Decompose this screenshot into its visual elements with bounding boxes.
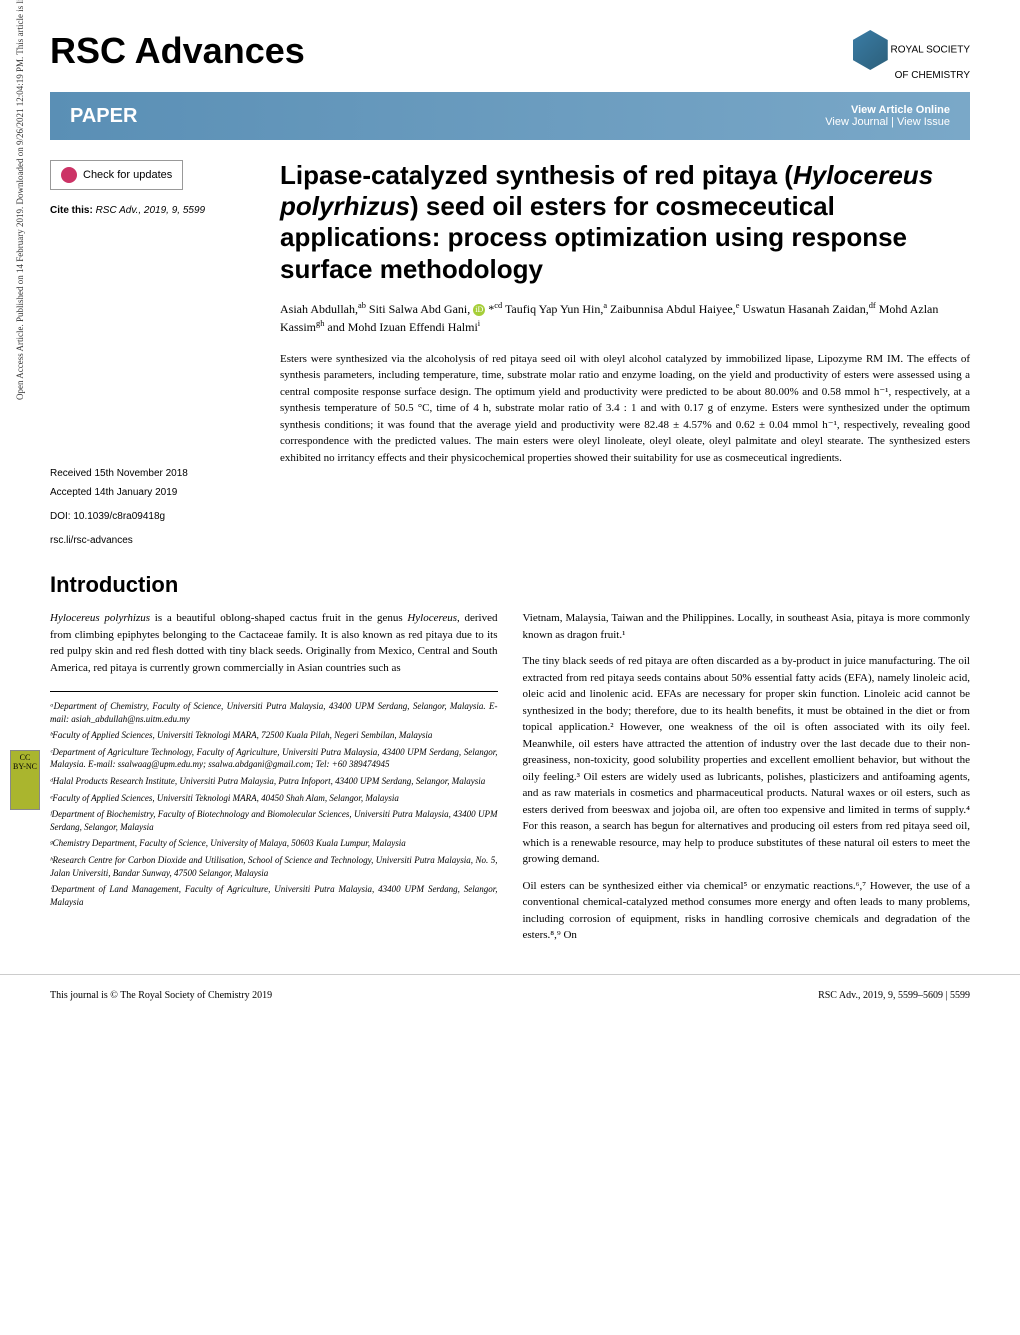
publisher-name: ROYAL SOCIETY OF CHEMISTRY [891,45,970,81]
copyright-text: This journal is © The Royal Society of C… [50,990,272,1001]
publisher-logo: ROYAL SOCIETY OF CHEMISTRY [850,30,970,80]
affiliation-c: ᶜDepartment of Agriculture Technology, F… [50,746,498,771]
affiliation-g: ᵍChemistry Department, Faculty of Scienc… [50,837,498,850]
view-links: View Article Online View Journal | View … [825,104,950,128]
affiliations-block: ᵃDepartment of Chemistry, Faculty of Sci… [50,691,498,908]
check-updates-button[interactable]: Check for updates [50,160,183,190]
affiliation-f: ᶠDepartment of Biochemistry, Faculty of … [50,808,498,833]
view-article-online-link[interactable]: View Article Online [825,104,950,116]
intro-para-4: Oil esters can be synthesized either via… [523,878,971,944]
two-column-body: Hylocereus polyrhizus is a beautiful obl… [50,610,970,944]
affiliation-a: ᵃDepartment of Chemistry, Faculty of Sci… [50,700,498,725]
license-sidebar-text: Open Access Article. Published on 14 Feb… [15,0,25,400]
introduction-section: Introduction Hylocereus polyrhizus is a … [0,572,1020,944]
page-info: RSC Adv., 2019, 9, 5599–5609 | 5599 [818,990,970,1001]
content-wrapper: Check for updates Cite this: RSC Adv., 2… [0,160,1020,552]
affiliation-d: ᵈHalal Products Research Institute, Univ… [50,775,498,788]
rsc-short-link[interactable]: rsc.li/rsc-advances [50,533,250,549]
check-updates-label: Check for updates [83,169,172,181]
article-meta: Received 15th November 2018 Accepted 14t… [50,466,250,549]
affiliation-b: ᵇFaculty of Applied Sciences, Universiti… [50,729,498,742]
affiliation-h: ʰResearch Centre for Carbon Dioxide and … [50,854,498,879]
affiliation-e: ᵉFaculty of Applied Sciences, Universiti… [50,792,498,805]
received-date: Received 15th November 2018 [50,466,250,482]
paper-type-label: PAPER [70,105,137,128]
abstract-text: Esters were synthesized via the alcoholy… [280,351,970,467]
authors-list: Asiah Abdullah,ab Siti Salwa Abd Gani, i… [280,300,970,336]
article-title: Lipase-catalyzed synthesis of red pitaya… [280,160,970,285]
cite-this: Cite this: RSC Adv., 2019, 9, 5599 [50,205,250,216]
journal-title: RSC Advances [50,30,970,72]
right-column: Lipase-catalyzed synthesis of red pitaya… [280,160,970,552]
left-column: Check for updates Cite this: RSC Adv., 2… [50,160,250,552]
header: RSC Advances ROYAL SOCIETY OF CHEMISTRY [0,0,1020,82]
cite-value: RSC Adv., 2019, 9, 5599 [96,205,206,216]
accepted-date: Accepted 14th January 2019 [50,485,250,501]
page-footer: This journal is © The Royal Society of C… [0,974,1020,1016]
orcid-icon: iD [473,304,485,316]
intro-para-3: The tiny black seeds of red pitaya are o… [523,653,971,868]
doi: DOI: 10.1039/c8ra09418g [50,509,250,525]
crossmark-icon [61,167,77,183]
cc-license-badge: CC BY-NC [10,750,40,810]
cite-label: Cite this: [50,205,93,216]
intro-para-2: Vietnam, Malaysia, Taiwan and the Philip… [523,610,971,643]
introduction-heading: Introduction [50,572,970,598]
affiliation-i: ⁱDepartment of Land Management, Faculty … [50,883,498,908]
paper-banner: PAPER View Article Online View Journal |… [50,92,970,140]
hexagon-logo-icon [853,30,888,70]
intro-para-1: Hylocereus polyrhizus is a beautiful obl… [50,610,498,676]
view-journal-issue-link[interactable]: View Journal | View Issue [825,116,950,128]
